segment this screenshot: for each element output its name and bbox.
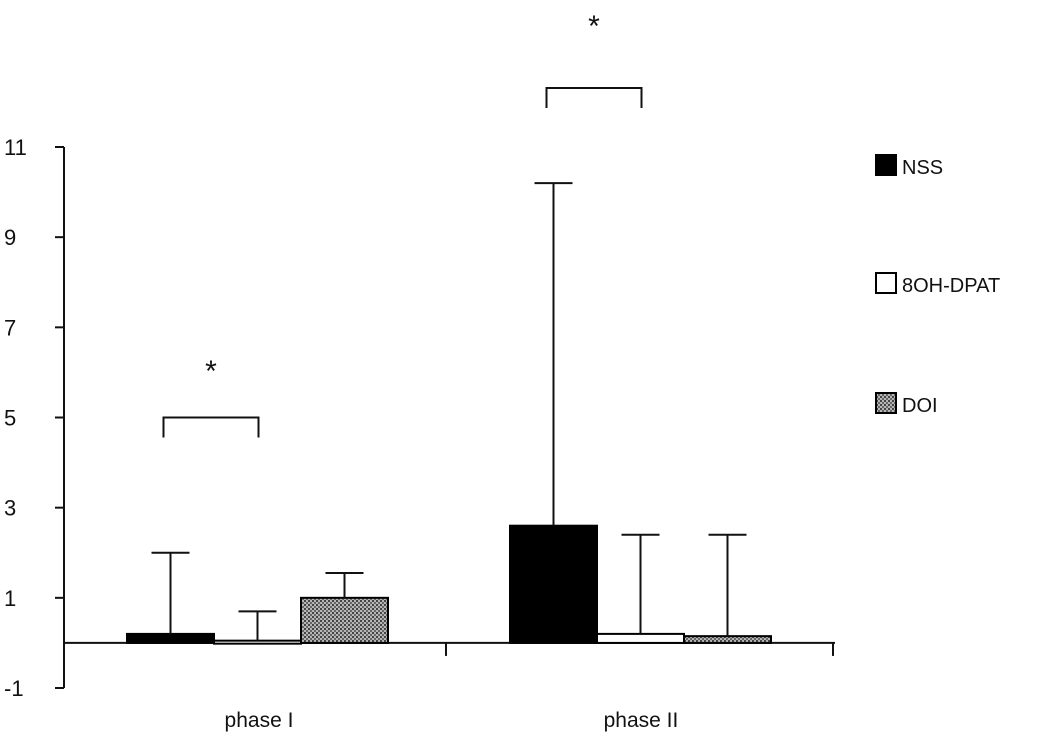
y-tick-label: 3 — [4, 496, 16, 521]
y-tick-label: 1 — [4, 586, 16, 611]
x-tick-label: phase II — [604, 709, 679, 732]
legend: NSS 8OH-DPAT DOI — [875, 154, 1000, 417]
bar-8oh-dpat — [213, 639, 302, 645]
error-bars — [151, 182, 747, 641]
bar-nss — [126, 632, 215, 644]
legend-swatch-8oh-dpat — [875, 272, 897, 294]
significance-bracket — [162, 416, 260, 438]
y-tick-label: 7 — [4, 315, 16, 340]
x-tick-label: phase I — [225, 709, 294, 732]
bars — [126, 524, 772, 645]
bar-doi — [683, 635, 772, 644]
legend-label: DOI — [902, 395, 938, 417]
significance-asterisk: * — [588, 10, 600, 43]
significance-bracket — [545, 87, 643, 108]
bar-8oh-dpat — [596, 632, 685, 644]
legend-label: 8OH-DPAT — [902, 275, 1000, 297]
legend-label: NSS — [902, 157, 943, 179]
significance-markers: ** — [162, 10, 643, 438]
significance-asterisk: * — [205, 355, 217, 388]
y-tick-label: 11 — [4, 135, 27, 160]
legend-swatch-nss — [875, 154, 897, 176]
y-tick-label: 5 — [4, 406, 16, 431]
y-tick-label: 9 — [4, 225, 16, 250]
axes: -1 1 3 5 7 9 11 phase I phase II — [4, 135, 835, 732]
bar-doi — [300, 596, 389, 644]
y-tick-label: -1 — [4, 676, 24, 701]
legend-swatch-doi — [875, 392, 897, 414]
bar-nss — [509, 524, 598, 644]
